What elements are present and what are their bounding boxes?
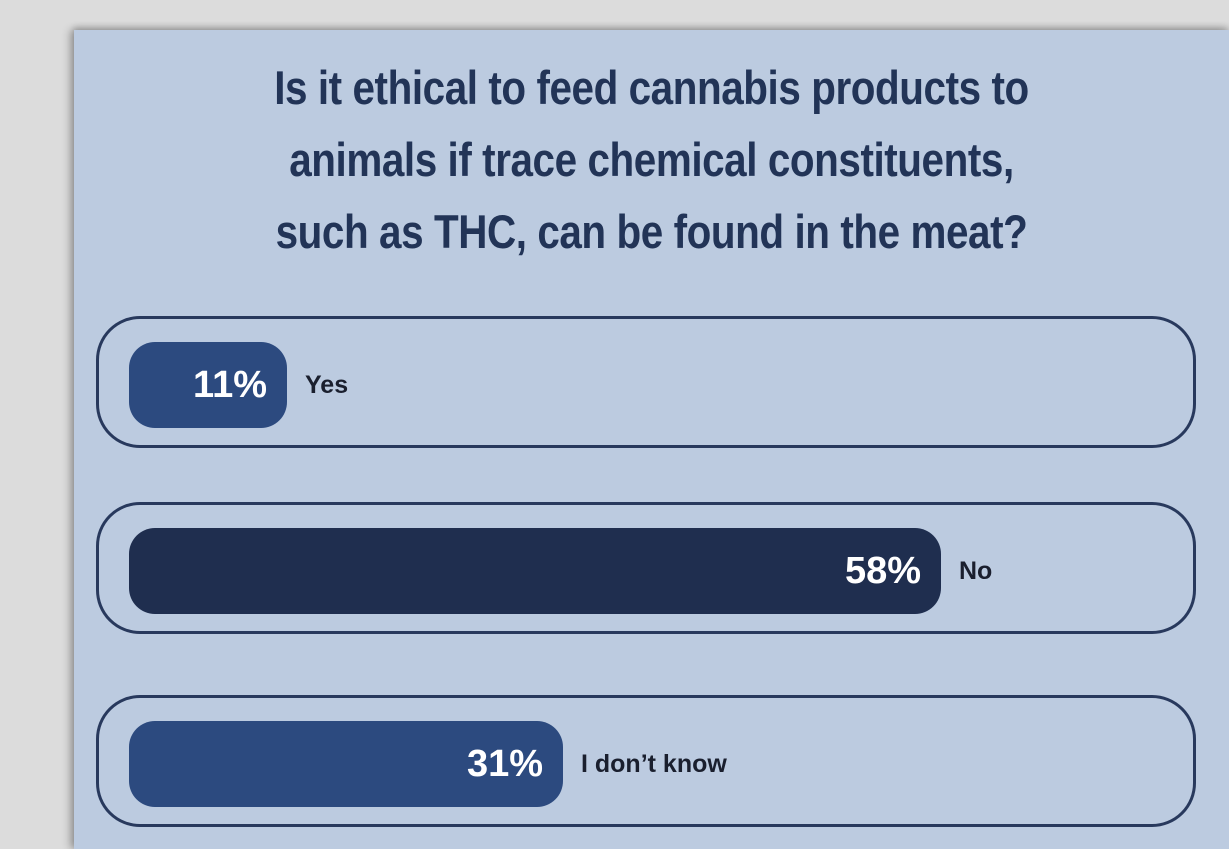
poll-option-no[interactable]: 58% No [96, 502, 1196, 634]
poll-question: Is it ethical to feed cannabis products … [155, 52, 1148, 268]
category-label-dont-know: I don’t know [581, 750, 727, 778]
poll-option-yes[interactable]: 11% Yes [96, 316, 1196, 448]
poll-panel: Is it ethical to feed cannabis products … [74, 30, 1229, 849]
category-label-yes: Yes [305, 371, 349, 399]
poll-question-line-2: animals if trace chemical constituents, [289, 133, 1014, 186]
value-label-yes: 11% [193, 363, 267, 406]
value-label-dont-know: 31% [466, 742, 543, 785]
poll-option-dont-know[interactable]: 31% I don’t know [96, 695, 1196, 827]
category-label-no: No [959, 557, 993, 585]
value-label-no: 58% [844, 549, 921, 592]
bar-no: 58% [129, 528, 941, 614]
poll-question-line-1: Is it ethical to feed cannabis products … [274, 61, 1029, 114]
poll-question-line-3: such as THC, can be found in the meat? [275, 205, 1028, 258]
bar-dont-know: 31% [129, 721, 563, 807]
bar-yes: 11% [129, 342, 287, 428]
